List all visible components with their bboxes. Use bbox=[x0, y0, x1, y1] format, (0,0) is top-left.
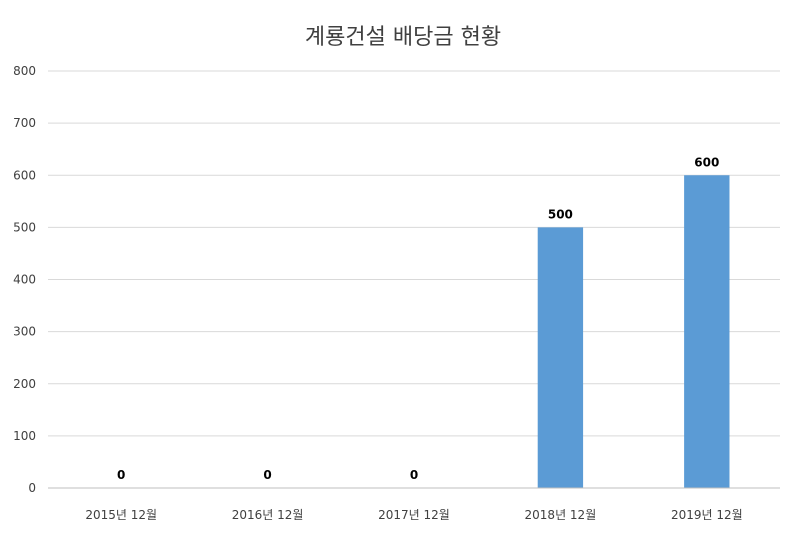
chart-title: 계룡건설 배당금 현황 bbox=[305, 25, 501, 50]
data-label-2: 0 bbox=[410, 468, 418, 482]
y-tick-label: 100 bbox=[13, 429, 36, 443]
y-tick-label: 600 bbox=[13, 168, 36, 182]
x-tick-label-1: 2016년 12월 bbox=[232, 508, 304, 522]
data-label-4: 600 bbox=[694, 155, 719, 169]
data-label-3: 500 bbox=[548, 207, 573, 221]
x-axis-tick-labels: 2015년 12월 2016년 12월 2017년 12월 2018년 12월 2019… bbox=[85, 508, 742, 522]
bars bbox=[537, 175, 730, 488]
y-tick-label: 800 bbox=[13, 64, 36, 78]
data-labels: 0 0 0 500 600 bbox=[117, 155, 719, 482]
x-tick-label-4: 2019년 12월 bbox=[671, 508, 743, 522]
bar-4 bbox=[684, 175, 730, 488]
y-tick-label: 700 bbox=[13, 116, 36, 130]
data-label-1: 0 bbox=[263, 468, 271, 482]
y-tick-label: 300 bbox=[13, 325, 36, 339]
x-tick-label-0: 2015년 12월 bbox=[85, 508, 157, 522]
bar-3 bbox=[537, 227, 584, 488]
y-tick-label: 200 bbox=[13, 377, 36, 391]
y-tick-label: 0 bbox=[28, 481, 36, 495]
y-tick-label: 500 bbox=[13, 220, 36, 234]
gridlines bbox=[48, 70, 780, 437]
x-tick-label-2: 2017년 12월 bbox=[378, 508, 450, 522]
data-label-0: 0 bbox=[117, 468, 125, 482]
x-tick-label-3: 2018년 12월 bbox=[525, 508, 597, 522]
y-axis-tick-labels: 0 100 200 300 400 500 600 700 800 bbox=[13, 64, 36, 495]
y-tick-label: 400 bbox=[13, 273, 36, 287]
